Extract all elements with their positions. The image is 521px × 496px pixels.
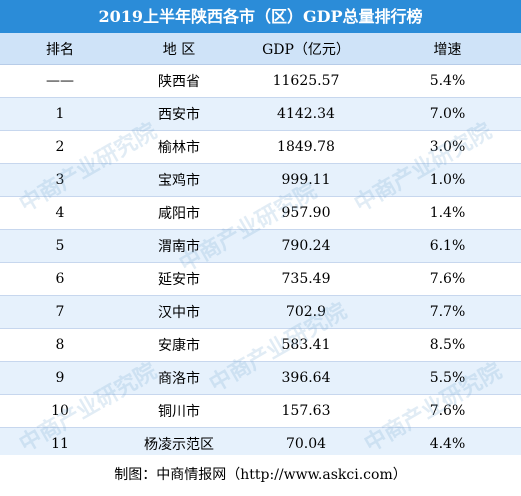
cell-region: 咸阳市	[120, 196, 238, 230]
cell-region: 榆林市	[120, 130, 238, 164]
cell-growth: 3.0%	[374, 130, 521, 164]
cell-rank: 2	[0, 130, 120, 164]
cell-gdp: 999.11	[238, 163, 374, 197]
cell-growth: 7.7%	[374, 295, 521, 329]
cell-rank: ——	[0, 64, 120, 98]
table-row: 3 宝鸡市 999.11 1.0%	[0, 163, 521, 197]
cell-rank: 3	[0, 163, 120, 197]
cell-growth: 7.0%	[374, 97, 521, 131]
cell-growth: 1.0%	[374, 163, 521, 197]
cell-rank: 10	[0, 394, 120, 428]
cell-region: 宝鸡市	[120, 163, 238, 197]
cell-gdp: 790.24	[238, 229, 374, 263]
cell-region: 铜川市	[120, 394, 238, 428]
table-row: 1 西安市 4142.34 7.0%	[0, 97, 521, 131]
cell-gdp: 1849.78	[238, 130, 374, 164]
cell-rank: 9	[0, 361, 120, 395]
cell-gdp: 957.90	[238, 196, 374, 230]
cell-region: 商洛市	[120, 361, 238, 395]
cell-growth: 1.4%	[374, 196, 521, 230]
cell-growth: 5.4%	[374, 64, 521, 98]
gdp-ranking-table: 排名 地 区 GDP（亿元） 增速 —— 陕西省 11625.57 5.4% 1…	[0, 33, 521, 461]
cell-gdp: 396.64	[238, 361, 374, 395]
cell-gdp: 11625.57	[238, 64, 374, 98]
source-credit: 制图：中商情报网（http://www.askci.com）	[0, 455, 521, 496]
cell-region: 汉中市	[120, 295, 238, 329]
cell-rank: 4	[0, 196, 120, 230]
cell-growth: 7.6%	[374, 262, 521, 296]
cell-rank: 1	[0, 97, 120, 131]
table-row: —— 陕西省 11625.57 5.4%	[0, 64, 521, 98]
table-title: 2019上半年陕西各市（区）GDP总量排行榜	[0, 0, 521, 33]
cell-growth: 8.5%	[374, 328, 521, 362]
header-growth: 增速	[374, 33, 521, 65]
cell-growth: 5.5%	[374, 361, 521, 395]
header-region: 地 区	[120, 33, 238, 65]
cell-region: 延安市	[120, 262, 238, 296]
cell-rank: 7	[0, 295, 120, 329]
cell-gdp: 583.41	[238, 328, 374, 362]
table-row: 6 延安市 735.49 7.6%	[0, 262, 521, 296]
table-header-row: 排名 地 区 GDP（亿元） 增速	[0, 33, 521, 65]
cell-region: 西安市	[120, 97, 238, 131]
cell-gdp: 702.9	[238, 295, 374, 329]
table-row: 10 铜川市 157.63 7.6%	[0, 394, 521, 428]
cell-region: 安康市	[120, 328, 238, 362]
cell-rank: 6	[0, 262, 120, 296]
cell-gdp: 4142.34	[238, 97, 374, 131]
cell-region: 渭南市	[120, 229, 238, 263]
cell-region: 陕西省	[120, 64, 238, 98]
table-row: 9 商洛市 396.64 5.5%	[0, 361, 521, 395]
cell-gdp: 157.63	[238, 394, 374, 428]
cell-rank: 5	[0, 229, 120, 263]
table-row: 7 汉中市 702.9 7.7%	[0, 295, 521, 329]
table-row: 4 咸阳市 957.90 1.4%	[0, 196, 521, 230]
header-rank: 排名	[0, 33, 120, 65]
cell-gdp: 735.49	[238, 262, 374, 296]
table-row: 5 渭南市 790.24 6.1%	[0, 229, 521, 263]
cell-growth: 6.1%	[374, 229, 521, 263]
table-row: 2 榆林市 1849.78 3.0%	[0, 130, 521, 164]
cell-rank: 8	[0, 328, 120, 362]
header-gdp: GDP（亿元）	[238, 33, 374, 65]
cell-growth: 7.6%	[374, 394, 521, 428]
table-row: 8 安康市 583.41 8.5%	[0, 328, 521, 362]
